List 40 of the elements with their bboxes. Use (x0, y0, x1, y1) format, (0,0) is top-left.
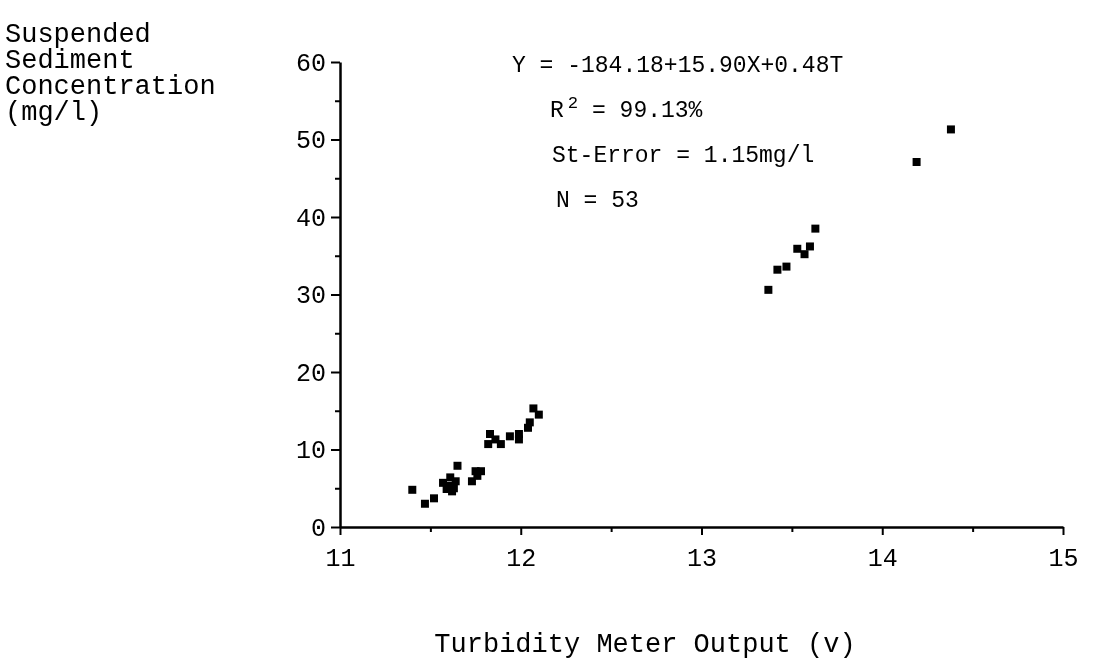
x-tick-label: 13 (686, 545, 718, 574)
point (420, 499, 429, 508)
point (534, 410, 543, 419)
point (496, 440, 505, 449)
y-tick-label: 20 (295, 359, 326, 389)
y-tick-label: 30 (295, 282, 326, 311)
point (453, 461, 462, 470)
point (811, 224, 820, 233)
point (793, 244, 802, 253)
point (912, 157, 921, 166)
annotation: St-Error = 1.15mg/l (552, 143, 815, 169)
y-tick-label: 40 (295, 204, 326, 234)
x-tick-label: 11 (325, 545, 356, 574)
point (946, 125, 955, 134)
point (408, 485, 417, 494)
point (446, 473, 455, 482)
annotation: R$^{2}$ = 99.13% (550, 93, 703, 124)
x-tick-label: 12 (506, 545, 537, 574)
point (484, 440, 493, 449)
point (773, 265, 782, 274)
x-tick-label: 15 (1048, 545, 1079, 574)
point (800, 250, 809, 259)
annotation: N = 53 (556, 188, 639, 214)
point (491, 435, 500, 444)
x-axis-title: Turbidity Meter Output (v) (434, 630, 856, 660)
point (429, 494, 438, 503)
point (764, 285, 773, 294)
point (805, 242, 814, 251)
point (525, 418, 534, 427)
y-axis-title: Suspended Sediment Concentration (mg/l) (5, 20, 216, 128)
point (529, 404, 538, 413)
y-tick-label: 0 (310, 514, 326, 544)
x-tick-label: 14 (867, 545, 898, 574)
annotation: Y = -184.18+15.90X+0.48T (512, 53, 844, 79)
point (505, 432, 514, 441)
point (514, 435, 523, 444)
y-tick-label: 60 (295, 49, 326, 79)
y-tick-label: 10 (295, 437, 326, 466)
point (782, 262, 791, 271)
y-tick-label: 50 (295, 127, 326, 156)
